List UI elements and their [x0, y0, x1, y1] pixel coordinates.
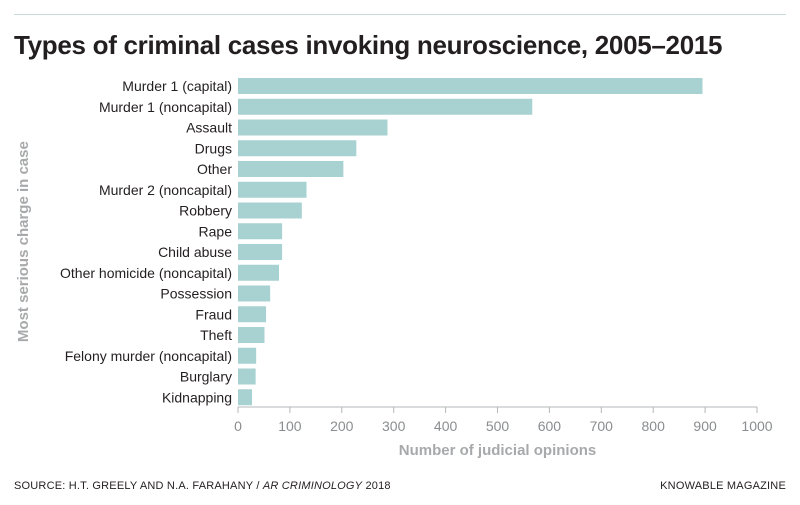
category-label: Assault	[186, 120, 232, 136]
bar	[238, 244, 283, 260]
source-suffix: 2018	[362, 480, 391, 492]
category-label: Murder 1 (capital)	[122, 78, 232, 94]
source-journal: AR CRIMINOLOGY	[262, 480, 363, 492]
category-label: Kidnapping	[162, 389, 232, 405]
category-label: Theft	[200, 327, 232, 343]
y-axis-title: Most serious charge in case	[15, 141, 32, 342]
category-label: Murder 1 (noncapital)	[99, 99, 232, 115]
bar	[238, 389, 253, 406]
x-tick-label: 200	[330, 418, 354, 434]
x-tick-label: 0	[234, 418, 242, 434]
category-label: Felony murder (noncapital)	[65, 348, 232, 364]
bar	[238, 202, 302, 219]
top-rule	[14, 14, 786, 15]
x-tick-label: 700	[590, 418, 614, 434]
category-label: Other	[197, 161, 232, 177]
bar	[238, 78, 703, 94]
chart-title: Types of criminal cases invoking neurosc…	[14, 30, 723, 60]
bar	[238, 327, 265, 343]
category-label: Murder 2 (noncapital)	[99, 182, 232, 198]
category-label: Rape	[199, 223, 233, 239]
bar	[238, 306, 267, 323]
x-tick-label: 900	[693, 418, 717, 434]
category-label: Child abuse	[158, 244, 232, 260]
x-tick-label: 600	[538, 418, 562, 434]
x-tick-label: 100	[278, 418, 302, 434]
x-axis-title: Number of judicial opinions	[399, 442, 597, 459]
category-label: Fraud	[195, 306, 232, 322]
source-note: SOURCE: H.T. GREELY AND N.A. FARAHANY / …	[14, 480, 391, 492]
bar-chart: Murder 1 (capital) Murder 1 (noncapital) A…	[15, 78, 773, 459]
x-tick-label: 300	[382, 418, 406, 434]
x-tick-label: 800	[642, 418, 666, 434]
source-prefix: SOURCE: H.T. GREELY AND N.A. FARAHANY /	[14, 480, 263, 492]
bar	[238, 98, 533, 115]
bar	[238, 285, 271, 302]
bar	[238, 347, 257, 364]
bar	[238, 140, 357, 157]
x-tick-label: 400	[434, 418, 458, 434]
x-ticks-group: 0 100 200 300 400 500 600 700 800 900 1000	[234, 407, 773, 434]
brand-label: KNOWABLE MAGAZINE	[660, 480, 786, 492]
category-label: Possession	[160, 286, 232, 302]
bar	[238, 264, 280, 281]
bar	[238, 368, 256, 385]
x-tick-label: 500	[486, 418, 510, 434]
bar	[238, 223, 283, 240]
category-label: Drugs	[195, 140, 232, 156]
bar	[238, 119, 388, 136]
category-label: Burglary	[180, 369, 232, 385]
bars-group	[238, 78, 703, 406]
bar	[238, 161, 344, 177]
category-label: Robbery	[179, 203, 232, 219]
x-tick-label: 1000	[741, 418, 772, 434]
category-labels-group: Murder 1 (capital) Murder 1 (noncapital) A…	[60, 78, 232, 405]
bar	[238, 181, 307, 198]
category-label: Other homicide (noncapital)	[60, 265, 232, 281]
